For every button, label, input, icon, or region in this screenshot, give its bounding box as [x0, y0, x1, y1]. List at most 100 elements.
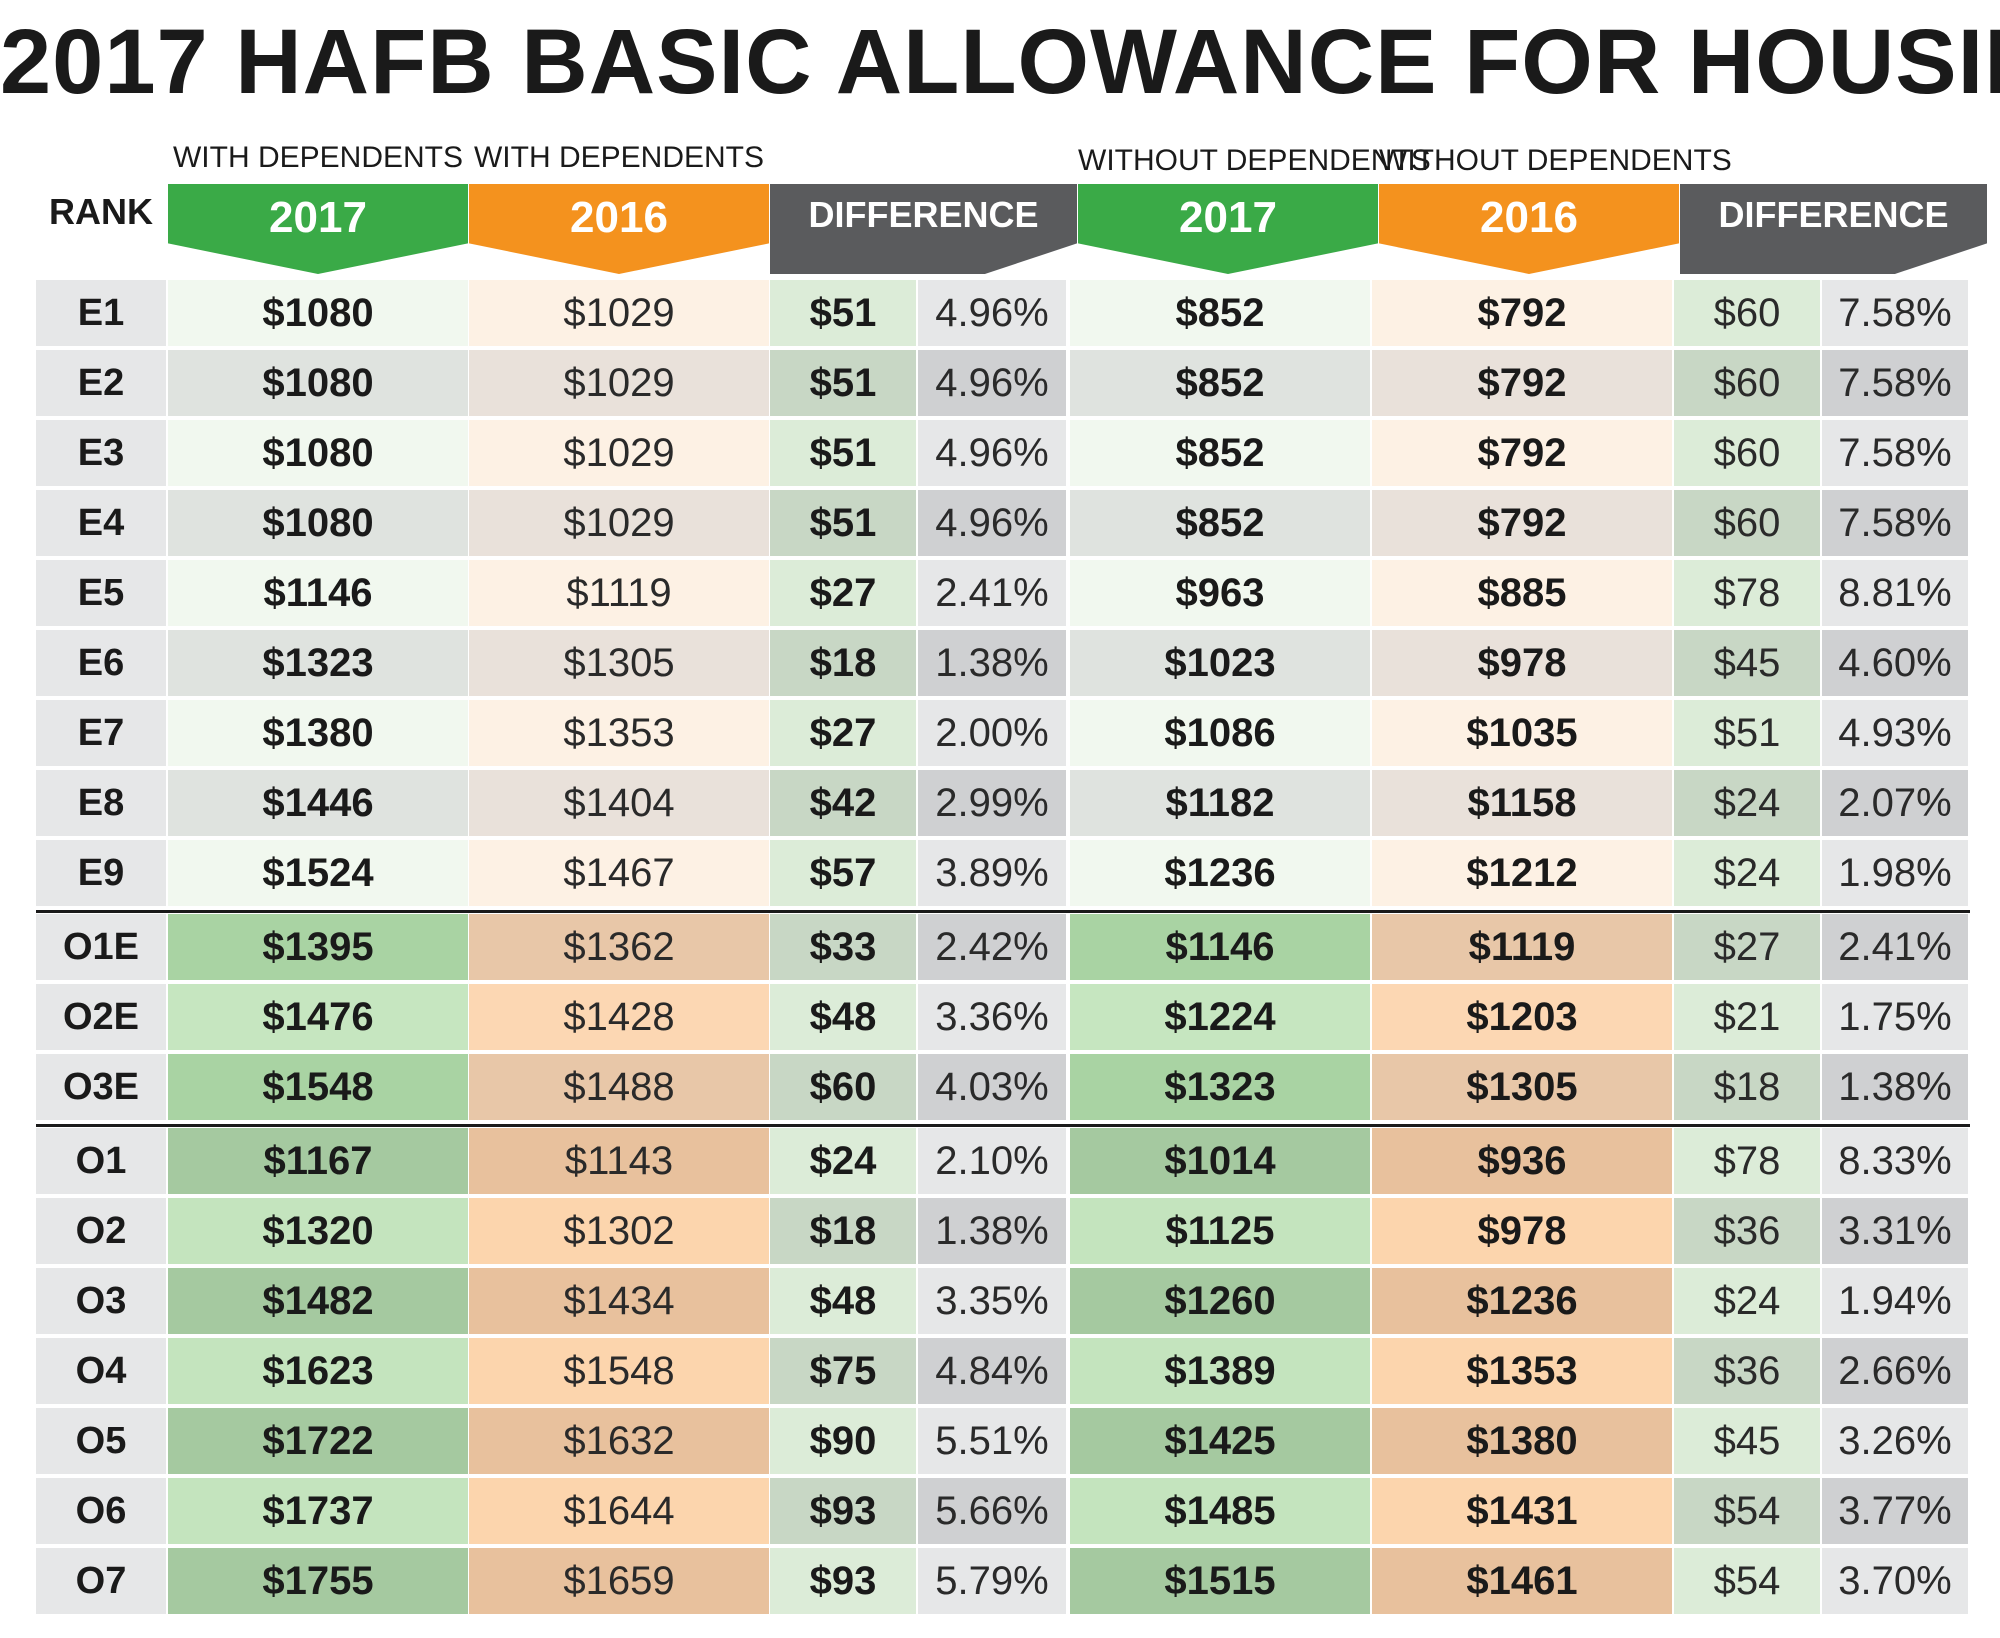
- with-2017-cell: $1737: [168, 1478, 468, 1544]
- without-diff-percent-cell: 8.81%: [1822, 560, 1968, 626]
- rank-cell: E9: [36, 840, 166, 906]
- with-diff-percent-cell: 2.10%: [918, 1128, 1066, 1194]
- with-2016-cell: $1632: [469, 1408, 769, 1474]
- without-diff-amount-cell: $45: [1674, 1408, 1820, 1474]
- header-label: DIFFERENCE: [808, 194, 1039, 235]
- without-diff-percent-cell: 3.26%: [1822, 1408, 1968, 1474]
- header-with-difference: DIFFERENCE: [770, 184, 1077, 274]
- without-2016-cell: $1158: [1372, 770, 1672, 836]
- with-diff-percent-cell: 4.96%: [918, 490, 1066, 556]
- without-2017-cell: $852: [1070, 280, 1370, 346]
- header-shape: [770, 184, 1077, 274]
- with-diff-percent-cell: 1.38%: [918, 1198, 1066, 1264]
- with-diff-amount-cell: $51: [770, 490, 916, 556]
- without-diff-percent-cell: 3.70%: [1822, 1548, 1968, 1614]
- with-diff-percent-cell: 5.79%: [918, 1548, 1066, 1614]
- with-2017-cell: $1380: [168, 700, 468, 766]
- without-diff-percent-cell: 2.07%: [1822, 770, 1968, 836]
- without-2017-cell: $1425: [1070, 1408, 1370, 1474]
- without-2016-cell: $1353: [1372, 1338, 1672, 1404]
- rank-cell: O1: [36, 1128, 166, 1194]
- with-2017-cell: $1080: [168, 280, 468, 346]
- with-diff-percent-cell: 2.99%: [918, 770, 1066, 836]
- with-diff-amount-cell: $51: [770, 350, 916, 416]
- with-2017-cell: $1755: [168, 1548, 468, 1614]
- without-2016-cell: $1035: [1372, 700, 1672, 766]
- with-diff-percent-cell: 4.84%: [918, 1338, 1066, 1404]
- table-row: O3 $1482 $1434 $48 3.35% $1260 $1236 $24 1.94%: [0, 1268, 2000, 1334]
- without-diff-amount-cell: $78: [1674, 1128, 1820, 1194]
- without-diff-percent-cell: 7.58%: [1822, 280, 1968, 346]
- with-2016-cell: $1644: [469, 1478, 769, 1544]
- with-2017-cell: $1623: [168, 1338, 468, 1404]
- with-2016-cell: $1143: [469, 1128, 769, 1194]
- without-2017-cell: $1023: [1070, 630, 1370, 696]
- header-without-2017: 2017: [1078, 184, 1378, 274]
- with-diff-amount-cell: $93: [770, 1548, 916, 1614]
- with-diff-percent-cell: 3.89%: [918, 840, 1066, 906]
- with-2016-cell: $1353: [469, 700, 769, 766]
- without-diff-amount-cell: $36: [1674, 1338, 1820, 1404]
- without-diff-percent-cell: 2.66%: [1822, 1338, 1968, 1404]
- rank-cell: O1E: [36, 914, 166, 980]
- group-label-with-2017: WITH DEPENDENTS: [172, 141, 463, 174]
- rank-cell: O4: [36, 1338, 166, 1404]
- without-diff-amount-cell: $60: [1674, 420, 1820, 486]
- with-diff-amount-cell: $18: [770, 630, 916, 696]
- rank-cell: E1: [36, 280, 166, 346]
- without-2017-cell: $852: [1070, 420, 1370, 486]
- without-2016-cell: $1203: [1372, 984, 1672, 1050]
- with-diff-amount-cell: $51: [770, 280, 916, 346]
- table-row: E6 $1323 $1305 $18 1.38% $1023 $978 $45 4.60%: [0, 630, 2000, 696]
- without-diff-amount-cell: $60: [1674, 350, 1820, 416]
- with-2016-cell: $1029: [469, 280, 769, 346]
- with-2017-cell: $1080: [168, 420, 468, 486]
- rank-cell: O2: [36, 1198, 166, 1264]
- table-row: E7 $1380 $1353 $27 2.00% $1086 $1035 $51 4.93%: [0, 700, 2000, 766]
- with-2016-cell: $1029: [469, 350, 769, 416]
- with-diff-amount-cell: $24: [770, 1128, 916, 1194]
- with-diff-percent-cell: 5.66%: [918, 1478, 1066, 1544]
- rank-cell: E4: [36, 490, 166, 556]
- table-row: E3 $1080 $1029 $51 4.96% $852 $792 $60 7.58%: [0, 420, 2000, 486]
- with-2016-cell: $1305: [469, 630, 769, 696]
- header-label: 2017: [269, 193, 367, 242]
- without-2016-cell: $792: [1372, 420, 1672, 486]
- table-row: E2 $1080 $1029 $51 4.96% $852 $792 $60 7.58%: [0, 350, 2000, 416]
- with-2016-cell: $1404: [469, 770, 769, 836]
- with-diff-percent-cell: 3.35%: [918, 1268, 1066, 1334]
- with-2017-cell: $1722: [168, 1408, 468, 1474]
- table-row: E8 $1446 $1404 $42 2.99% $1182 $1158 $24 2.07%: [0, 770, 2000, 836]
- with-2017-cell: $1524: [168, 840, 468, 906]
- with-diff-amount-cell: $42: [770, 770, 916, 836]
- without-diff-percent-cell: 1.75%: [1822, 984, 1968, 1050]
- rank-cell: O7: [36, 1548, 166, 1614]
- rank-cell: E3: [36, 420, 166, 486]
- table-row: O1E $1395 $1362 $33 2.42% $1146 $1119 $27 2.41%: [0, 914, 2000, 980]
- without-2016-cell: $978: [1372, 1198, 1672, 1264]
- table-row: E1 $1080 $1029 $51 4.96% $852 $792 $60 7.58%: [0, 280, 2000, 346]
- with-diff-amount-cell: $48: [770, 1268, 916, 1334]
- header-with-2016: 2016: [469, 184, 769, 274]
- rank-cell: E8: [36, 770, 166, 836]
- with-diff-amount-cell: $90: [770, 1408, 916, 1474]
- group-label-without-2016: WITHOUT DEPENDENTS: [1379, 144, 1732, 177]
- with-2017-cell: $1476: [168, 984, 468, 1050]
- without-diff-percent-cell: 7.58%: [1822, 420, 1968, 486]
- table-row: O3E $1548 $1488 $60 4.03% $1323 $1305 $18 1.38%: [0, 1054, 2000, 1120]
- without-2016-cell: $792: [1372, 350, 1672, 416]
- table-row: O2 $1320 $1302 $18 1.38% $1125 $978 $36 3.31%: [0, 1198, 2000, 1264]
- without-diff-percent-cell: 4.60%: [1822, 630, 1968, 696]
- without-2017-cell: $1389: [1070, 1338, 1370, 1404]
- with-diff-amount-cell: $33: [770, 914, 916, 980]
- rank-cell: O6: [36, 1478, 166, 1544]
- with-2016-cell: $1362: [469, 914, 769, 980]
- with-diff-percent-cell: 2.41%: [918, 560, 1066, 626]
- header-label: 2017: [1179, 193, 1277, 242]
- with-2017-cell: $1146: [168, 560, 468, 626]
- with-2016-cell: $1434: [469, 1268, 769, 1334]
- with-diff-amount-cell: $75: [770, 1338, 916, 1404]
- with-diff-percent-cell: 4.03%: [918, 1054, 1066, 1120]
- with-2017-cell: $1167: [168, 1128, 468, 1194]
